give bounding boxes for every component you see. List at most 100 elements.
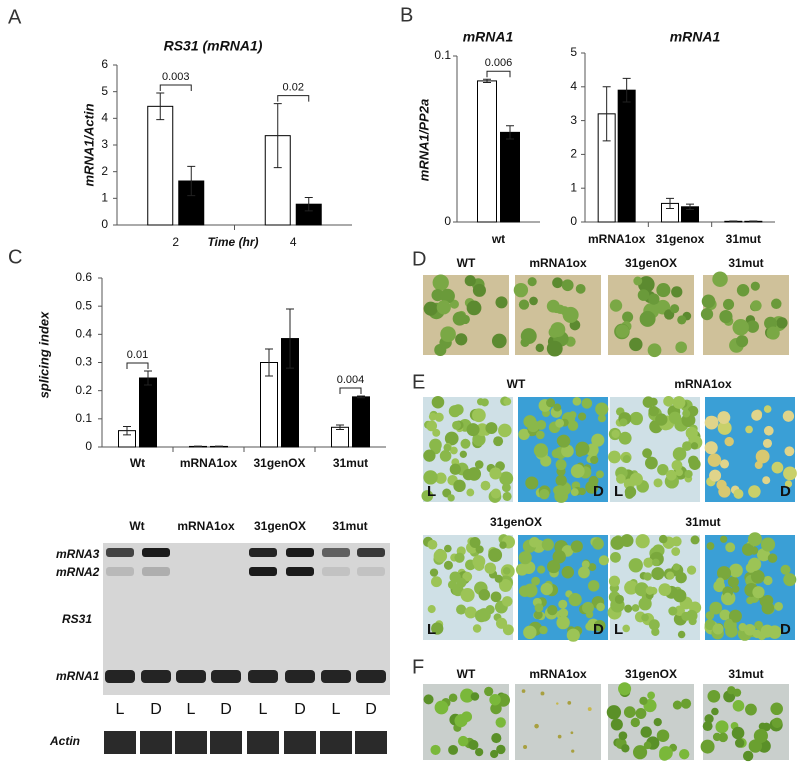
seedling-leaf [527, 419, 540, 433]
seedling-leaf [643, 741, 652, 750]
seedling-leaf [469, 536, 481, 548]
gel-band [176, 670, 206, 683]
seedling-leaf [456, 604, 467, 615]
seedling-leaf [638, 276, 655, 293]
seedling-leaf [460, 587, 475, 603]
seedling-leaf [556, 615, 570, 630]
condition-label: D [593, 483, 604, 500]
error-bar [336, 424, 344, 431]
seedling-leaf [746, 596, 754, 605]
seedling-leaf [547, 604, 558, 616]
y-tick-label: 0.5 [75, 298, 92, 312]
seedling-leaf [690, 442, 699, 450]
seedling-leaf [587, 707, 592, 711]
y-tick-label: 2 [570, 147, 577, 161]
seedling-leaf [448, 693, 458, 703]
panel-letter: A [8, 6, 22, 28]
gel-band [322, 548, 350, 557]
seedling-leaf [423, 301, 438, 316]
y-tick-label: 2 [101, 164, 108, 178]
seedling-leaf [436, 701, 448, 714]
condition-label: L [614, 483, 623, 500]
seedling-leaf [741, 543, 755, 556]
seedling-leaf [622, 455, 631, 464]
genotype-label: mRNA1ox [674, 377, 732, 391]
y-tick-label: 6 [101, 57, 108, 71]
gel-band [286, 548, 314, 557]
seedling-leaf [614, 594, 625, 605]
seedling-leaf [444, 431, 459, 446]
seedling-leaf [460, 438, 471, 449]
seedling-leaf [724, 436, 734, 447]
error-bar [729, 220, 738, 223]
seedling-leaf [570, 540, 583, 553]
gel-band [357, 567, 385, 576]
seedling-leaf [591, 433, 605, 447]
seedling-leaf [776, 317, 788, 329]
seedling-leaf [727, 576, 739, 588]
panel-letter: B [400, 4, 413, 26]
error-bar [602, 86, 611, 142]
seedling-leaf [686, 565, 697, 575]
seedling-leaf [767, 553, 778, 563]
seedling-leaf [491, 333, 507, 349]
y-axis-label: mRNA1/PP2a [416, 99, 431, 181]
seedling-leaf [709, 601, 723, 615]
loading-label: Actin [49, 734, 80, 748]
seedling-leaf [450, 446, 458, 455]
error-bar [357, 395, 365, 399]
seedling-leaf [556, 702, 559, 705]
seedling-leaf [675, 341, 687, 354]
seedling-leaf [555, 474, 567, 487]
error-bar [666, 197, 674, 209]
seedling-leaf [552, 550, 566, 564]
seedling-leaf [774, 602, 784, 611]
seedling-leaf [671, 459, 683, 471]
actin-band [320, 731, 352, 754]
p-value: 0.003 [162, 71, 190, 83]
x-tick-label: mRNA1ox [180, 456, 238, 470]
seedling-leaf [608, 575, 621, 587]
seedling-leaf [553, 403, 562, 412]
seedling-leaf [553, 485, 566, 498]
seedling-leaf [578, 566, 590, 579]
seedling-leaf [537, 565, 546, 574]
gel-band [142, 548, 170, 557]
seedling-leaf [771, 461, 784, 474]
seedling-leaf [520, 337, 530, 347]
seedling-leaf [449, 463, 461, 475]
seedling-leaf [484, 686, 494, 697]
error-bar [123, 425, 131, 436]
seedling-leaf [682, 409, 691, 418]
seedling-leaf [468, 739, 479, 750]
y-axis-label: splicing index [36, 311, 51, 398]
error-bar [194, 445, 202, 448]
seedling-leaf [725, 625, 738, 638]
seedling-leaf [513, 282, 529, 298]
y-tick-label: 4 [570, 79, 577, 93]
seedling-leaf [472, 624, 482, 633]
seedling-leaf [552, 277, 563, 289]
error-bar [187, 165, 196, 197]
seedling-leaf [745, 425, 753, 434]
seedling-leaf [495, 717, 506, 728]
seedling-leaf [533, 443, 549, 458]
seedling-leaf [475, 747, 484, 757]
seedling-leaf [423, 694, 434, 705]
seedling-leaf [478, 589, 491, 601]
seedling-leaf [561, 279, 574, 292]
y-tick-label: 0.1 [434, 48, 451, 62]
significance-bracket [159, 84, 192, 91]
seedling-leaf [766, 326, 780, 340]
seedling-leaf [672, 447, 687, 461]
seedling-leaf [439, 450, 452, 462]
seedling-leaf [731, 726, 745, 740]
seedling-leaf [655, 413, 668, 426]
seedling-leaf [675, 468, 683, 477]
bar [500, 131, 520, 223]
seedling-leaf [440, 288, 455, 304]
seedling-leaf [701, 294, 716, 309]
seedling-leaf [555, 459, 567, 471]
y-tick-label: 0.3 [75, 355, 92, 369]
